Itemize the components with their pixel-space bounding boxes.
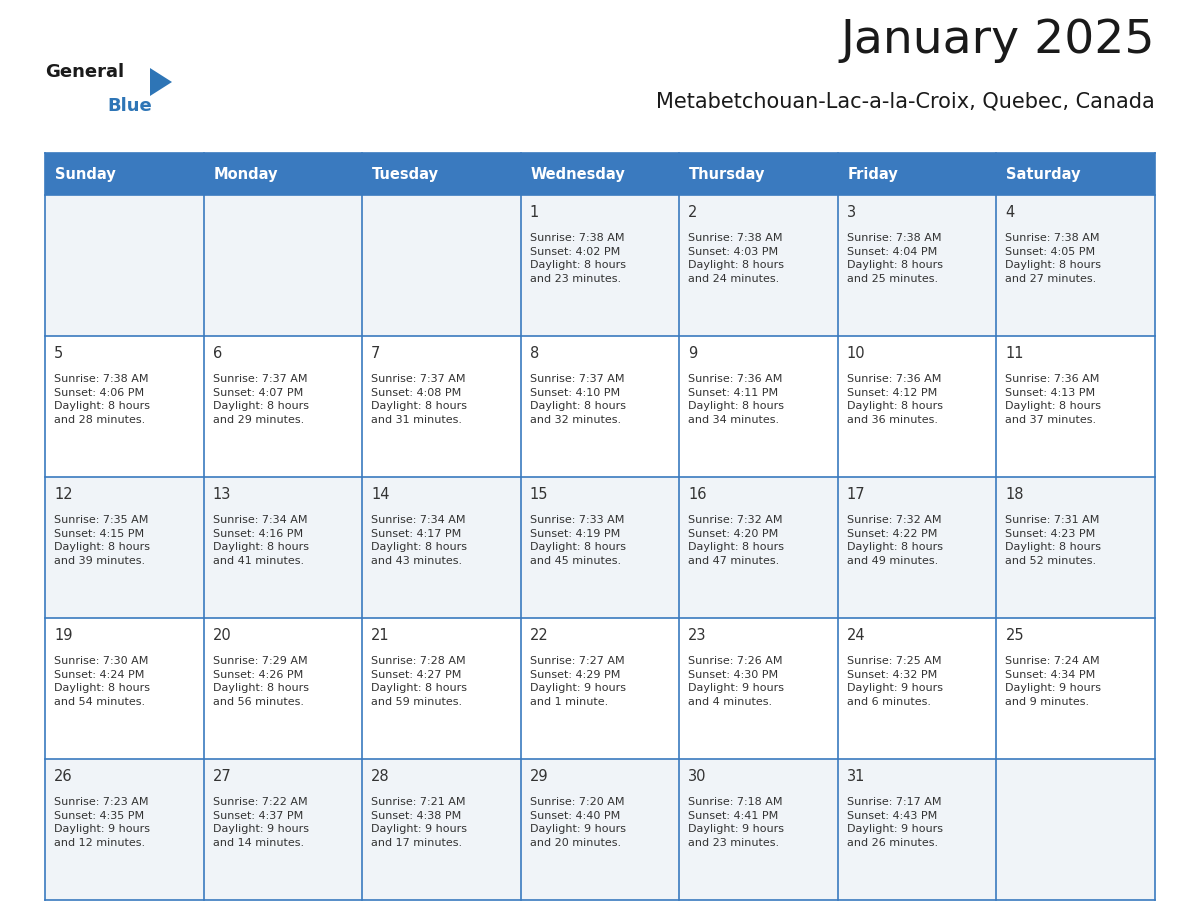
Text: Sunrise: 7:38 AM
Sunset: 4:02 PM
Daylight: 8 hours
and 23 minutes.: Sunrise: 7:38 AM Sunset: 4:02 PM Dayligh… <box>530 233 626 284</box>
Text: Sunrise: 7:26 AM
Sunset: 4:30 PM
Daylight: 9 hours
and 4 minutes.: Sunrise: 7:26 AM Sunset: 4:30 PM Dayligh… <box>688 656 784 707</box>
Text: Sunrise: 7:38 AM
Sunset: 4:04 PM
Daylight: 8 hours
and 25 minutes.: Sunrise: 7:38 AM Sunset: 4:04 PM Dayligh… <box>847 233 943 284</box>
Text: 8: 8 <box>530 346 539 361</box>
Text: Sunrise: 7:28 AM
Sunset: 4:27 PM
Daylight: 8 hours
and 59 minutes.: Sunrise: 7:28 AM Sunset: 4:27 PM Dayligh… <box>371 656 467 707</box>
Text: 5: 5 <box>53 346 63 361</box>
Text: Sunrise: 7:21 AM
Sunset: 4:38 PM
Daylight: 9 hours
and 17 minutes.: Sunrise: 7:21 AM Sunset: 4:38 PM Dayligh… <box>371 797 467 848</box>
Text: Sunrise: 7:38 AM
Sunset: 4:03 PM
Daylight: 8 hours
and 24 minutes.: Sunrise: 7:38 AM Sunset: 4:03 PM Dayligh… <box>688 233 784 284</box>
Text: January 2025: January 2025 <box>840 18 1155 63</box>
Text: Sunrise: 7:36 AM
Sunset: 4:13 PM
Daylight: 8 hours
and 37 minutes.: Sunrise: 7:36 AM Sunset: 4:13 PM Dayligh… <box>1005 374 1101 425</box>
Text: 21: 21 <box>371 628 390 643</box>
Text: Blue: Blue <box>107 97 152 115</box>
Bar <box>45 153 203 195</box>
Text: 26: 26 <box>53 769 72 784</box>
Text: Sunrise: 7:18 AM
Sunset: 4:41 PM
Daylight: 9 hours
and 23 minutes.: Sunrise: 7:18 AM Sunset: 4:41 PM Dayligh… <box>688 797 784 848</box>
Text: 30: 30 <box>688 769 707 784</box>
Text: 6: 6 <box>213 346 222 361</box>
Text: Monday: Monday <box>214 166 278 182</box>
Text: Sunrise: 7:25 AM
Sunset: 4:32 PM
Daylight: 9 hours
and 6 minutes.: Sunrise: 7:25 AM Sunset: 4:32 PM Dayligh… <box>847 656 943 707</box>
Text: 2: 2 <box>688 205 697 220</box>
Text: 16: 16 <box>688 487 707 502</box>
Text: 20: 20 <box>213 628 232 643</box>
Bar <box>680 153 838 195</box>
Text: 27: 27 <box>213 769 232 784</box>
Text: Wednesday: Wednesday <box>531 166 625 182</box>
Text: Sunrise: 7:32 AM
Sunset: 4:20 PM
Daylight: 8 hours
and 47 minutes.: Sunrise: 7:32 AM Sunset: 4:20 PM Dayligh… <box>688 515 784 565</box>
Text: Sunrise: 7:29 AM
Sunset: 4:26 PM
Daylight: 8 hours
and 56 minutes.: Sunrise: 7:29 AM Sunset: 4:26 PM Dayligh… <box>213 656 309 707</box>
Text: General: General <box>45 63 124 81</box>
Text: Sunday: Sunday <box>55 166 115 182</box>
Text: 19: 19 <box>53 628 72 643</box>
Text: 23: 23 <box>688 628 707 643</box>
Bar <box>362 153 520 195</box>
Text: Sunrise: 7:34 AM
Sunset: 4:16 PM
Daylight: 8 hours
and 41 minutes.: Sunrise: 7:34 AM Sunset: 4:16 PM Dayligh… <box>213 515 309 565</box>
Text: 14: 14 <box>371 487 390 502</box>
Text: Metabetchouan-Lac-a-la-Croix, Quebec, Canada: Metabetchouan-Lac-a-la-Croix, Quebec, Ca… <box>656 92 1155 112</box>
Text: Sunrise: 7:37 AM
Sunset: 4:07 PM
Daylight: 8 hours
and 29 minutes.: Sunrise: 7:37 AM Sunset: 4:07 PM Dayligh… <box>213 374 309 425</box>
Bar <box>45 336 1155 477</box>
Text: 18: 18 <box>1005 487 1024 502</box>
Text: 15: 15 <box>530 487 548 502</box>
Text: Sunrise: 7:32 AM
Sunset: 4:22 PM
Daylight: 8 hours
and 49 minutes.: Sunrise: 7:32 AM Sunset: 4:22 PM Dayligh… <box>847 515 943 565</box>
Text: 9: 9 <box>688 346 697 361</box>
Bar <box>997 153 1155 195</box>
Text: 22: 22 <box>530 628 549 643</box>
Text: 17: 17 <box>847 487 866 502</box>
Text: Sunrise: 7:24 AM
Sunset: 4:34 PM
Daylight: 9 hours
and 9 minutes.: Sunrise: 7:24 AM Sunset: 4:34 PM Dayligh… <box>1005 656 1101 707</box>
Bar <box>45 195 1155 336</box>
Text: 11: 11 <box>1005 346 1024 361</box>
Text: Friday: Friday <box>848 166 898 182</box>
Text: Tuesday: Tuesday <box>372 166 440 182</box>
Polygon shape <box>150 68 172 96</box>
Text: 13: 13 <box>213 487 230 502</box>
Text: 29: 29 <box>530 769 549 784</box>
Text: Sunrise: 7:20 AM
Sunset: 4:40 PM
Daylight: 9 hours
and 20 minutes.: Sunrise: 7:20 AM Sunset: 4:40 PM Dayligh… <box>530 797 626 848</box>
Bar <box>520 153 680 195</box>
Text: 12: 12 <box>53 487 72 502</box>
Text: 4: 4 <box>1005 205 1015 220</box>
Text: 24: 24 <box>847 628 866 643</box>
Text: Sunrise: 7:38 AM
Sunset: 4:05 PM
Daylight: 8 hours
and 27 minutes.: Sunrise: 7:38 AM Sunset: 4:05 PM Dayligh… <box>1005 233 1101 284</box>
Text: Sunrise: 7:36 AM
Sunset: 4:12 PM
Daylight: 8 hours
and 36 minutes.: Sunrise: 7:36 AM Sunset: 4:12 PM Dayligh… <box>847 374 943 425</box>
Text: Sunrise: 7:22 AM
Sunset: 4:37 PM
Daylight: 9 hours
and 14 minutes.: Sunrise: 7:22 AM Sunset: 4:37 PM Dayligh… <box>213 797 309 848</box>
Text: Sunrise: 7:36 AM
Sunset: 4:11 PM
Daylight: 8 hours
and 34 minutes.: Sunrise: 7:36 AM Sunset: 4:11 PM Dayligh… <box>688 374 784 425</box>
Text: 1: 1 <box>530 205 539 220</box>
Text: Sunrise: 7:37 AM
Sunset: 4:08 PM
Daylight: 8 hours
and 31 minutes.: Sunrise: 7:37 AM Sunset: 4:08 PM Dayligh… <box>371 374 467 425</box>
Text: 31: 31 <box>847 769 865 784</box>
Text: Sunrise: 7:27 AM
Sunset: 4:29 PM
Daylight: 9 hours
and 1 minute.: Sunrise: 7:27 AM Sunset: 4:29 PM Dayligh… <box>530 656 626 707</box>
Text: Sunrise: 7:31 AM
Sunset: 4:23 PM
Daylight: 8 hours
and 52 minutes.: Sunrise: 7:31 AM Sunset: 4:23 PM Dayligh… <box>1005 515 1101 565</box>
Bar <box>203 153 362 195</box>
Text: 25: 25 <box>1005 628 1024 643</box>
Text: Sunrise: 7:38 AM
Sunset: 4:06 PM
Daylight: 8 hours
and 28 minutes.: Sunrise: 7:38 AM Sunset: 4:06 PM Dayligh… <box>53 374 150 425</box>
Text: Sunrise: 7:17 AM
Sunset: 4:43 PM
Daylight: 9 hours
and 26 minutes.: Sunrise: 7:17 AM Sunset: 4:43 PM Dayligh… <box>847 797 943 848</box>
Text: Saturday: Saturday <box>1006 166 1081 182</box>
Text: 10: 10 <box>847 346 866 361</box>
Text: Sunrise: 7:23 AM
Sunset: 4:35 PM
Daylight: 9 hours
and 12 minutes.: Sunrise: 7:23 AM Sunset: 4:35 PM Dayligh… <box>53 797 150 848</box>
Text: 28: 28 <box>371 769 390 784</box>
Bar <box>45 618 1155 759</box>
Text: Sunrise: 7:34 AM
Sunset: 4:17 PM
Daylight: 8 hours
and 43 minutes.: Sunrise: 7:34 AM Sunset: 4:17 PM Dayligh… <box>371 515 467 565</box>
Text: Sunrise: 7:33 AM
Sunset: 4:19 PM
Daylight: 8 hours
and 45 minutes.: Sunrise: 7:33 AM Sunset: 4:19 PM Dayligh… <box>530 515 626 565</box>
Text: Sunrise: 7:35 AM
Sunset: 4:15 PM
Daylight: 8 hours
and 39 minutes.: Sunrise: 7:35 AM Sunset: 4:15 PM Dayligh… <box>53 515 150 565</box>
Bar <box>45 759 1155 900</box>
Text: Sunrise: 7:30 AM
Sunset: 4:24 PM
Daylight: 8 hours
and 54 minutes.: Sunrise: 7:30 AM Sunset: 4:24 PM Dayligh… <box>53 656 150 707</box>
Text: Thursday: Thursday <box>689 166 765 182</box>
Text: Sunrise: 7:37 AM
Sunset: 4:10 PM
Daylight: 8 hours
and 32 minutes.: Sunrise: 7:37 AM Sunset: 4:10 PM Dayligh… <box>530 374 626 425</box>
Text: 3: 3 <box>847 205 857 220</box>
Bar <box>45 477 1155 618</box>
Text: 7: 7 <box>371 346 380 361</box>
Bar <box>838 153 997 195</box>
